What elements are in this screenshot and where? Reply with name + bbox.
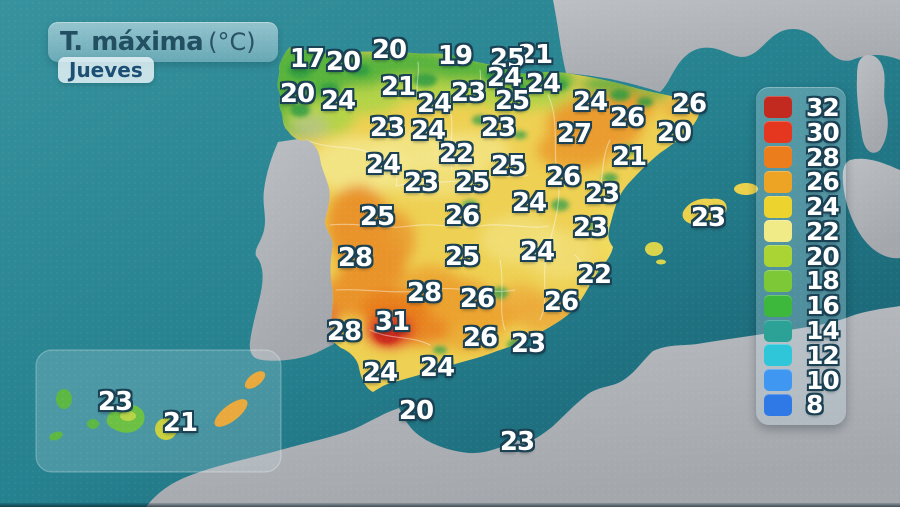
legend-value: 20 — [806, 241, 840, 271]
legend-value: 10 — [806, 365, 840, 395]
legend-row: 8 — [764, 390, 846, 420]
balearic-islands — [645, 183, 758, 265]
sardinia-island — [842, 158, 900, 259]
la-palma-island — [56, 389, 72, 409]
legend-color-swatch — [764, 170, 792, 193]
legend-color-swatch — [764, 121, 792, 144]
canary-inset-panel — [35, 349, 282, 473]
legend-color-swatch — [764, 269, 792, 292]
legend-value: 14 — [806, 316, 840, 346]
day-label: Jueves — [69, 58, 143, 82]
legend-color-swatch — [764, 393, 792, 416]
legend-row: 26 — [764, 167, 846, 197]
legend-rows: 32 30 28 26 24 22 20 18 16 14 12 10 8 — [764, 92, 846, 420]
legend-row: 12 — [764, 340, 846, 370]
legend-row: 16 — [764, 291, 846, 321]
legend-value: 12 — [806, 340, 840, 370]
mallorca-island — [682, 198, 727, 226]
legend-color-swatch — [764, 96, 792, 119]
portugal-landmass — [249, 136, 340, 361]
legend-value: 16 — [806, 291, 840, 321]
el-hierro-island — [49, 431, 63, 441]
legend-value: 22 — [806, 216, 840, 246]
legend-color-swatch — [764, 245, 792, 268]
temperature-legend: 32 30 28 26 24 22 20 18 16 14 12 10 8 — [756, 87, 846, 425]
province-borders — [305, 61, 611, 346]
formentera-island — [656, 259, 666, 265]
screen-bottom-edge — [0, 503, 900, 507]
legend-value: 32 — [806, 92, 840, 122]
fuerteventura-island — [214, 399, 248, 427]
legend-row: 14 — [764, 316, 846, 346]
legend-value: 26 — [806, 167, 840, 197]
legend-row: 28 — [764, 142, 846, 172]
legend-row: 22 — [764, 216, 846, 246]
legend-row: 10 — [764, 365, 846, 395]
ibiza-island — [645, 242, 663, 256]
legend-row: 30 — [764, 117, 846, 147]
legend-color-swatch — [764, 319, 792, 342]
map-title-box: T. máxima (°C) — [48, 22, 278, 62]
lanzarote-island — [244, 371, 266, 389]
title-unit: (°C) — [208, 28, 256, 56]
france-landmass — [553, 0, 900, 92]
legend-value: 18 — [806, 266, 840, 296]
africa-landmass — [146, 306, 900, 507]
legend-value: 24 — [806, 192, 840, 222]
legend-color-swatch — [764, 195, 792, 218]
corsica-island — [856, 54, 888, 153]
legend-color-swatch — [764, 369, 792, 392]
legend-color-swatch — [764, 344, 792, 367]
gran-canaria-island — [155, 418, 177, 440]
la-gomera-island — [87, 419, 99, 429]
legend-color-swatch — [764, 220, 792, 243]
legend-color-swatch — [764, 145, 792, 168]
tenerife-highland — [120, 411, 136, 421]
legend-color-swatch — [764, 294, 792, 317]
legend-value: 30 — [806, 117, 840, 147]
legend-value: 28 — [806, 142, 840, 172]
legend-row: 20 — [764, 241, 846, 271]
legend-row: 18 — [764, 266, 846, 296]
canary-islands — [49, 371, 266, 441]
menorca-island — [734, 183, 758, 195]
legend-value: 8 — [806, 390, 823, 420]
legend-row: 24 — [764, 192, 846, 222]
day-label-box: Jueves — [58, 57, 154, 83]
legend-row: 32 — [764, 92, 846, 122]
page-title: T. máxima — [60, 27, 204, 57]
spain-region — [277, 47, 700, 392]
